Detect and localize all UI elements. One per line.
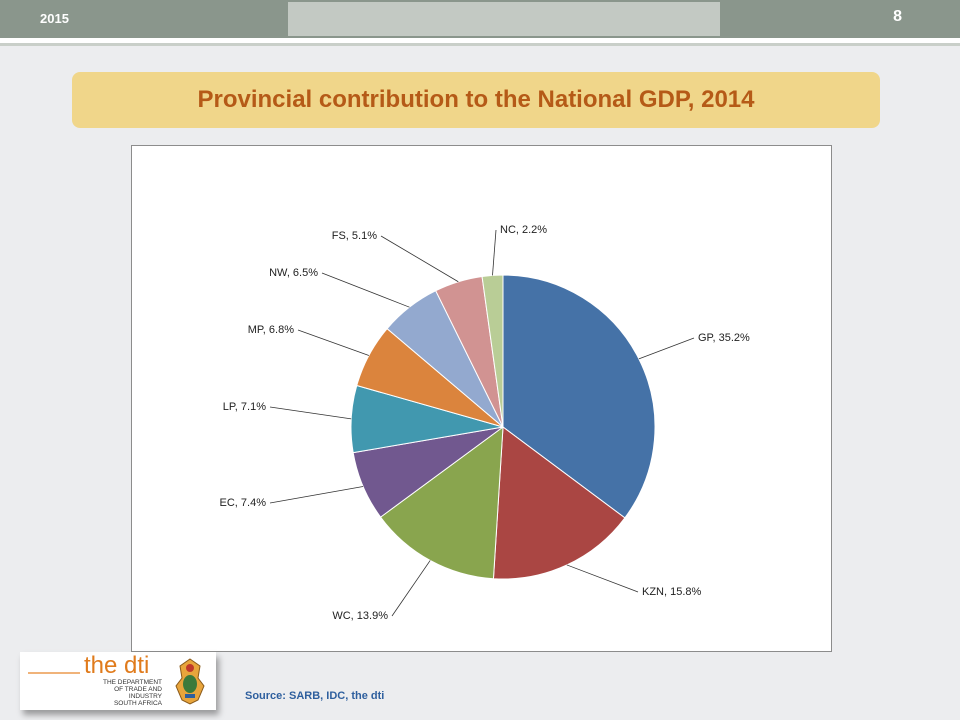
logo-wordmark: the dti bbox=[84, 652, 150, 679]
slice-label-mp: MP, 6.8% bbox=[248, 324, 294, 336]
pie-slice-gp bbox=[502, 274, 656, 519]
page-number: 8 bbox=[893, 8, 902, 25]
header-center-box bbox=[288, 2, 720, 36]
slice-label-gp: GP, 35.2% bbox=[698, 332, 750, 344]
slice-label-wc: WC, 13.9% bbox=[332, 610, 388, 622]
leader-line-ec bbox=[269, 486, 364, 504]
pie-slice-nc bbox=[481, 274, 504, 428]
top-bar-divider bbox=[0, 38, 960, 43]
leader-line-nw bbox=[321, 272, 410, 308]
chart-frame: GP, 35.2% KZN, 15.8% WC, 13.9% EC, 7.4% LP, … bbox=[131, 145, 832, 652]
leader-line-kzn bbox=[566, 564, 639, 593]
leader-line-wc bbox=[391, 560, 431, 617]
pie-chart: GP, 35.2% KZN, 15.8% WC, 13.9% EC, 7.4% LP, … bbox=[220, 224, 750, 622]
logo-subtitle-line-2: OF TRADE AND INDUSTRY bbox=[114, 686, 162, 700]
slice-label-nc: NC, 2.2% bbox=[500, 224, 547, 236]
coat-of-arms-icon bbox=[175, 658, 205, 705]
slide-title: Provincial contribution to the National … bbox=[197, 86, 755, 113]
header-year: 2015 bbox=[40, 11, 69, 26]
leader-line-gp bbox=[638, 337, 695, 360]
slice-label-lp: LP, 7.1% bbox=[223, 401, 266, 413]
leader-line-lp bbox=[269, 406, 352, 420]
slice-label-fs: FS, 5.1% bbox=[332, 230, 377, 242]
logo-subtitle: THE DEPARTMENT OF TRADE AND INDUSTRY SOU… bbox=[80, 679, 162, 707]
slice-label-ec: EC, 7.4% bbox=[220, 497, 267, 509]
pie-slice-wc bbox=[379, 425, 504, 580]
logo-subtitle-line-3: SOUTH AFRICA bbox=[113, 700, 162, 707]
top-bar-divider-shadow bbox=[0, 43, 960, 46]
leader-line-mp bbox=[297, 329, 370, 356]
logo-bar bbox=[28, 672, 80, 674]
slice-label-kzn: KZN, 15.8% bbox=[642, 586, 702, 598]
leader-line-nc bbox=[492, 229, 497, 276]
slice-label-nw: NW, 6.5% bbox=[269, 267, 318, 279]
dti-logo: the dti THE DEPARTMENT OF TRADE AND INDU… bbox=[20, 652, 216, 710]
logo-subtitle-line-1: THE DEPARTMENT bbox=[103, 679, 162, 686]
source-note: Source: SARB, IDC, the dti bbox=[245, 690, 385, 702]
leader-line-fs bbox=[380, 235, 459, 283]
title-banner: Provincial contribution to the National … bbox=[72, 72, 880, 128]
pie-slice-kzn bbox=[492, 426, 626, 580]
